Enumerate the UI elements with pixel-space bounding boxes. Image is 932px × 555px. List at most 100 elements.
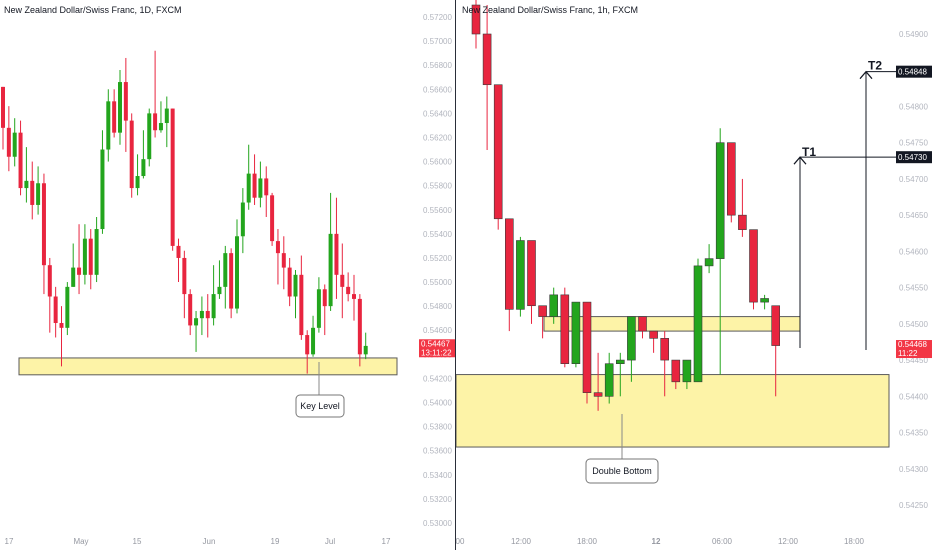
- candle-body[interactable]: [1, 86, 5, 128]
- candle-body[interactable]: [246, 173, 251, 203]
- candle-body[interactable]: [571, 301, 581, 365]
- candle-body[interactable]: [346, 286, 351, 295]
- candle-body[interactable]: [182, 257, 187, 295]
- candle-body[interactable]: [287, 267, 292, 297]
- candle-body[interactable]: [715, 142, 725, 259]
- candle-body[interactable]: [30, 180, 35, 205]
- candle-body[interactable]: [493, 84, 503, 220]
- candle-body[interactable]: [340, 274, 345, 287]
- candle-body[interactable]: [311, 327, 316, 355]
- candle-body[interactable]: [211, 294, 216, 319]
- candle-body[interactable]: [649, 330, 658, 339]
- double-bottom-zone[interactable]: [455, 374, 890, 448]
- double-bottom-callout[interactable]: [585, 458, 659, 484]
- candle-body[interactable]: [164, 108, 169, 124]
- candle-body[interactable]: [205, 310, 210, 319]
- candle-body[interactable]: [153, 113, 158, 131]
- candle-body[interactable]: [352, 294, 356, 299]
- candle-body[interactable]: [299, 274, 304, 336]
- candle-body[interactable]: [270, 195, 275, 242]
- candle-body[interactable]: [616, 359, 625, 365]
- candle-body[interactable]: [18, 132, 23, 189]
- candle-body[interactable]: [771, 305, 781, 346]
- candle-body[interactable]: [305, 335, 310, 355]
- candle-body[interactable]: [363, 345, 368, 355]
- key-level-zone[interactable]: [18, 357, 398, 376]
- candle-body[interactable]: [94, 229, 99, 275]
- candle-body[interactable]: [738, 214, 747, 230]
- candle-body[interactable]: [123, 82, 128, 121]
- candle-body[interactable]: [88, 238, 93, 275]
- candle-body[interactable]: [693, 265, 703, 383]
- candle-body[interactable]: [47, 265, 52, 297]
- candle-body[interactable]: [560, 294, 570, 365]
- candle-body[interactable]: [252, 173, 257, 198]
- candle-body[interactable]: [176, 245, 181, 258]
- candle-body[interactable]: [135, 176, 140, 189]
- candle-body[interactable]: [281, 253, 286, 268]
- candle-body[interactable]: [24, 180, 29, 189]
- candle-body[interactable]: [322, 289, 327, 307]
- candle-body[interactable]: [129, 120, 134, 189]
- candle-body[interactable]: [760, 298, 769, 303]
- candle-body[interactable]: [147, 113, 152, 160]
- right-chart-canvas[interactable]: 0.549000.548500.548000.547500.547000.546…: [455, 0, 932, 550]
- candle-body[interactable]: [235, 236, 239, 309]
- candle-body[interactable]: [482, 33, 492, 86]
- candle-body[interactable]: [53, 296, 58, 324]
- candle-body[interactable]: [106, 101, 111, 150]
- candle-body[interactable]: [671, 359, 681, 383]
- candle-body[interactable]: [504, 218, 514, 310]
- candle-body[interactable]: [604, 363, 614, 397]
- candle-body[interactable]: [77, 267, 82, 275]
- candle-body[interactable]: [264, 178, 269, 196]
- candle-body[interactable]: [316, 289, 321, 328]
- candle-body[interactable]: [682, 359, 692, 383]
- candle-body[interactable]: [199, 310, 204, 319]
- left-chart-pane[interactable]: New Zealand Dollar/Swiss Franc, 1D, FXCM…: [0, 0, 455, 550]
- candle-body[interactable]: [82, 238, 87, 275]
- candle-body[interactable]: [726, 142, 736, 216]
- candle-body[interactable]: [516, 240, 525, 310]
- candle-body[interactable]: [627, 316, 636, 361]
- candle-body[interactable]: [582, 301, 592, 393]
- key-level-callout[interactable]: [295, 394, 345, 418]
- candle-body[interactable]: [660, 338, 669, 361]
- candle-body[interactable]: [12, 132, 17, 157]
- candle-body[interactable]: [704, 258, 714, 267]
- candle-body[interactable]: [593, 392, 603, 397]
- candle-body[interactable]: [59, 323, 64, 328]
- pane-divider[interactable]: [455, 0, 456, 550]
- right-chart-pane[interactable]: New Zealand Dollar/Swiss Franc, 1h, FXCM…: [455, 0, 932, 550]
- candle-body[interactable]: [112, 101, 117, 133]
- candle-body[interactable]: [240, 202, 245, 237]
- candle-body[interactable]: [357, 298, 362, 355]
- candle-body[interactable]: [293, 274, 298, 297]
- candle-body[interactable]: [549, 294, 558, 317]
- candle-body[interactable]: [100, 149, 105, 230]
- candle-body[interactable]: [328, 233, 333, 307]
- candle-body[interactable]: [41, 183, 46, 266]
- candle-body[interactable]: [141, 159, 146, 177]
- candle-body[interactable]: [188, 294, 193, 326]
- candle-body[interactable]: [334, 233, 339, 275]
- candle-body[interactable]: [471, 4, 481, 35]
- candle-body[interactable]: [538, 305, 547, 317]
- candle-body[interactable]: [71, 267, 76, 287]
- candle-body[interactable]: [229, 253, 234, 309]
- candle-body[interactable]: [194, 318, 199, 326]
- candle-body[interactable]: [258, 178, 263, 198]
- candle-body[interactable]: [36, 183, 41, 205]
- candle-body[interactable]: [223, 253, 228, 287]
- candle-body[interactable]: [6, 127, 11, 157]
- resistance-zone[interactable]: [543, 316, 801, 332]
- candle-body[interactable]: [118, 82, 122, 133]
- left-chart-canvas[interactable]: 0.57200 0.57000 0.56800 0.56600 0.56400 0.562…: [0, 0, 455, 550]
- candle-body[interactable]: [217, 286, 222, 295]
- candle-body[interactable]: [170, 108, 175, 246]
- candle-body[interactable]: [158, 123, 163, 131]
- candle-body[interactable]: [527, 240, 536, 307]
- candle-body[interactable]: [65, 286, 70, 328]
- candle-body[interactable]: [638, 316, 647, 332]
- candle-body[interactable]: [749, 229, 758, 303]
